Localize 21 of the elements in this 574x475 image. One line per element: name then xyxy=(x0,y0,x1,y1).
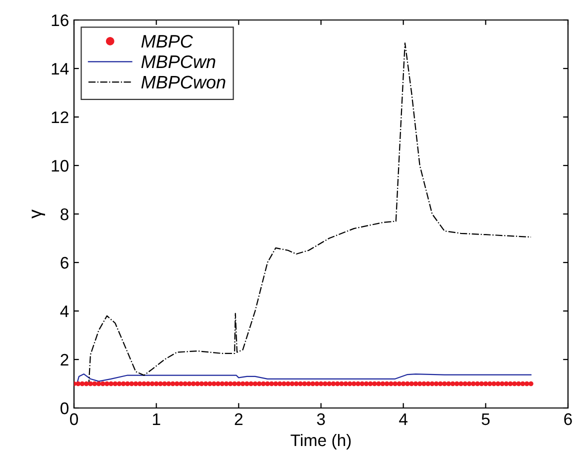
x-tick-label: 2 xyxy=(234,413,242,425)
x-tick-label: 5 xyxy=(482,413,490,426)
legend-label: MBPCwon xyxy=(141,76,226,89)
x-tick-label: 0 xyxy=(70,413,78,426)
x-tick-label: 4 xyxy=(399,413,408,425)
y-tick-label: 12 xyxy=(52,111,68,124)
y-tick-label: 2 xyxy=(60,354,68,366)
y-tick-label: 14 xyxy=(52,63,69,75)
y-tick-label: 10 xyxy=(52,160,68,172)
x-tick-label: 3 xyxy=(317,413,325,426)
y-tick-label: 8 xyxy=(60,208,68,220)
legend-label: MBPC xyxy=(141,34,194,48)
x-axis-title: Time (h) xyxy=(290,434,351,450)
x-tick-label: 1 xyxy=(152,413,160,425)
legend-label: MBPCwn xyxy=(141,55,216,68)
y-axis-title: γ xyxy=(32,210,46,218)
y-tick-label: 0 xyxy=(60,402,68,414)
y-tick-label: 6 xyxy=(60,256,68,269)
y-tick-label: 16 xyxy=(52,14,68,26)
y-tick-label: 4 xyxy=(60,306,69,318)
x-tick-label: 6 xyxy=(564,413,572,426)
